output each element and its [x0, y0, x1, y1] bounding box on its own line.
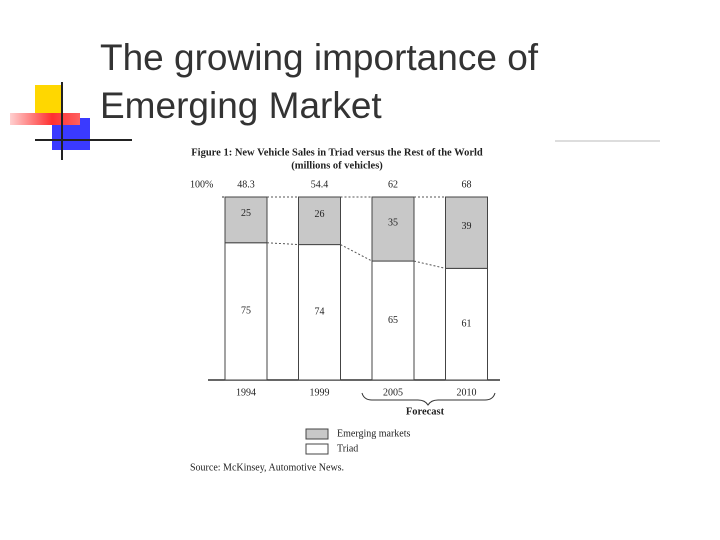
x-tick-label: 2005 [383, 387, 403, 398]
decoration [10, 82, 660, 160]
slide-title: Emerging Market [100, 85, 382, 126]
bar-segment [371, 196, 415, 262]
value-label: 35 [388, 217, 398, 228]
value-label: 25 [241, 208, 251, 219]
total-label: 62 [388, 179, 398, 190]
value-label: 26 [315, 209, 325, 220]
total-label: 54.4 [311, 179, 329, 190]
x-tick-label: 1999 [310, 387, 330, 398]
value-label: 65 [388, 315, 398, 326]
chart-title: Figure 1: New Vehicle Sales in Triad ver… [191, 147, 483, 158]
forecast-bracket [361, 392, 496, 406]
x-tick-label: 1994 [236, 387, 256, 398]
legend-label: Emerging markets [337, 428, 411, 439]
connector [340, 244, 373, 262]
chart-subtitle: (millions of vehicles) [291, 160, 383, 171]
slide-title: The growing importance of [100, 37, 539, 78]
legend-swatch [305, 443, 329, 455]
value-label: 39 [462, 221, 472, 232]
value-label: 74 [315, 307, 325, 318]
value-label: 75 [241, 306, 251, 317]
connector [266, 242, 299, 246]
y-tick-label: 100% [190, 179, 213, 190]
source: Source: McKinsey, Automotive News. [190, 462, 344, 473]
legend-label: Triad [337, 443, 358, 454]
bar-segment [298, 196, 341, 246]
value-label: 61 [462, 318, 472, 329]
bar-segment [224, 196, 268, 244]
legend-swatch [305, 428, 329, 440]
total-label: 68 [462, 179, 472, 190]
annotation: Forecast [406, 406, 445, 417]
bar-segment [445, 196, 488, 269]
total-label: 48.3 [237, 179, 255, 190]
connector [413, 260, 446, 269]
x-tick-label: 2010 [457, 387, 477, 398]
